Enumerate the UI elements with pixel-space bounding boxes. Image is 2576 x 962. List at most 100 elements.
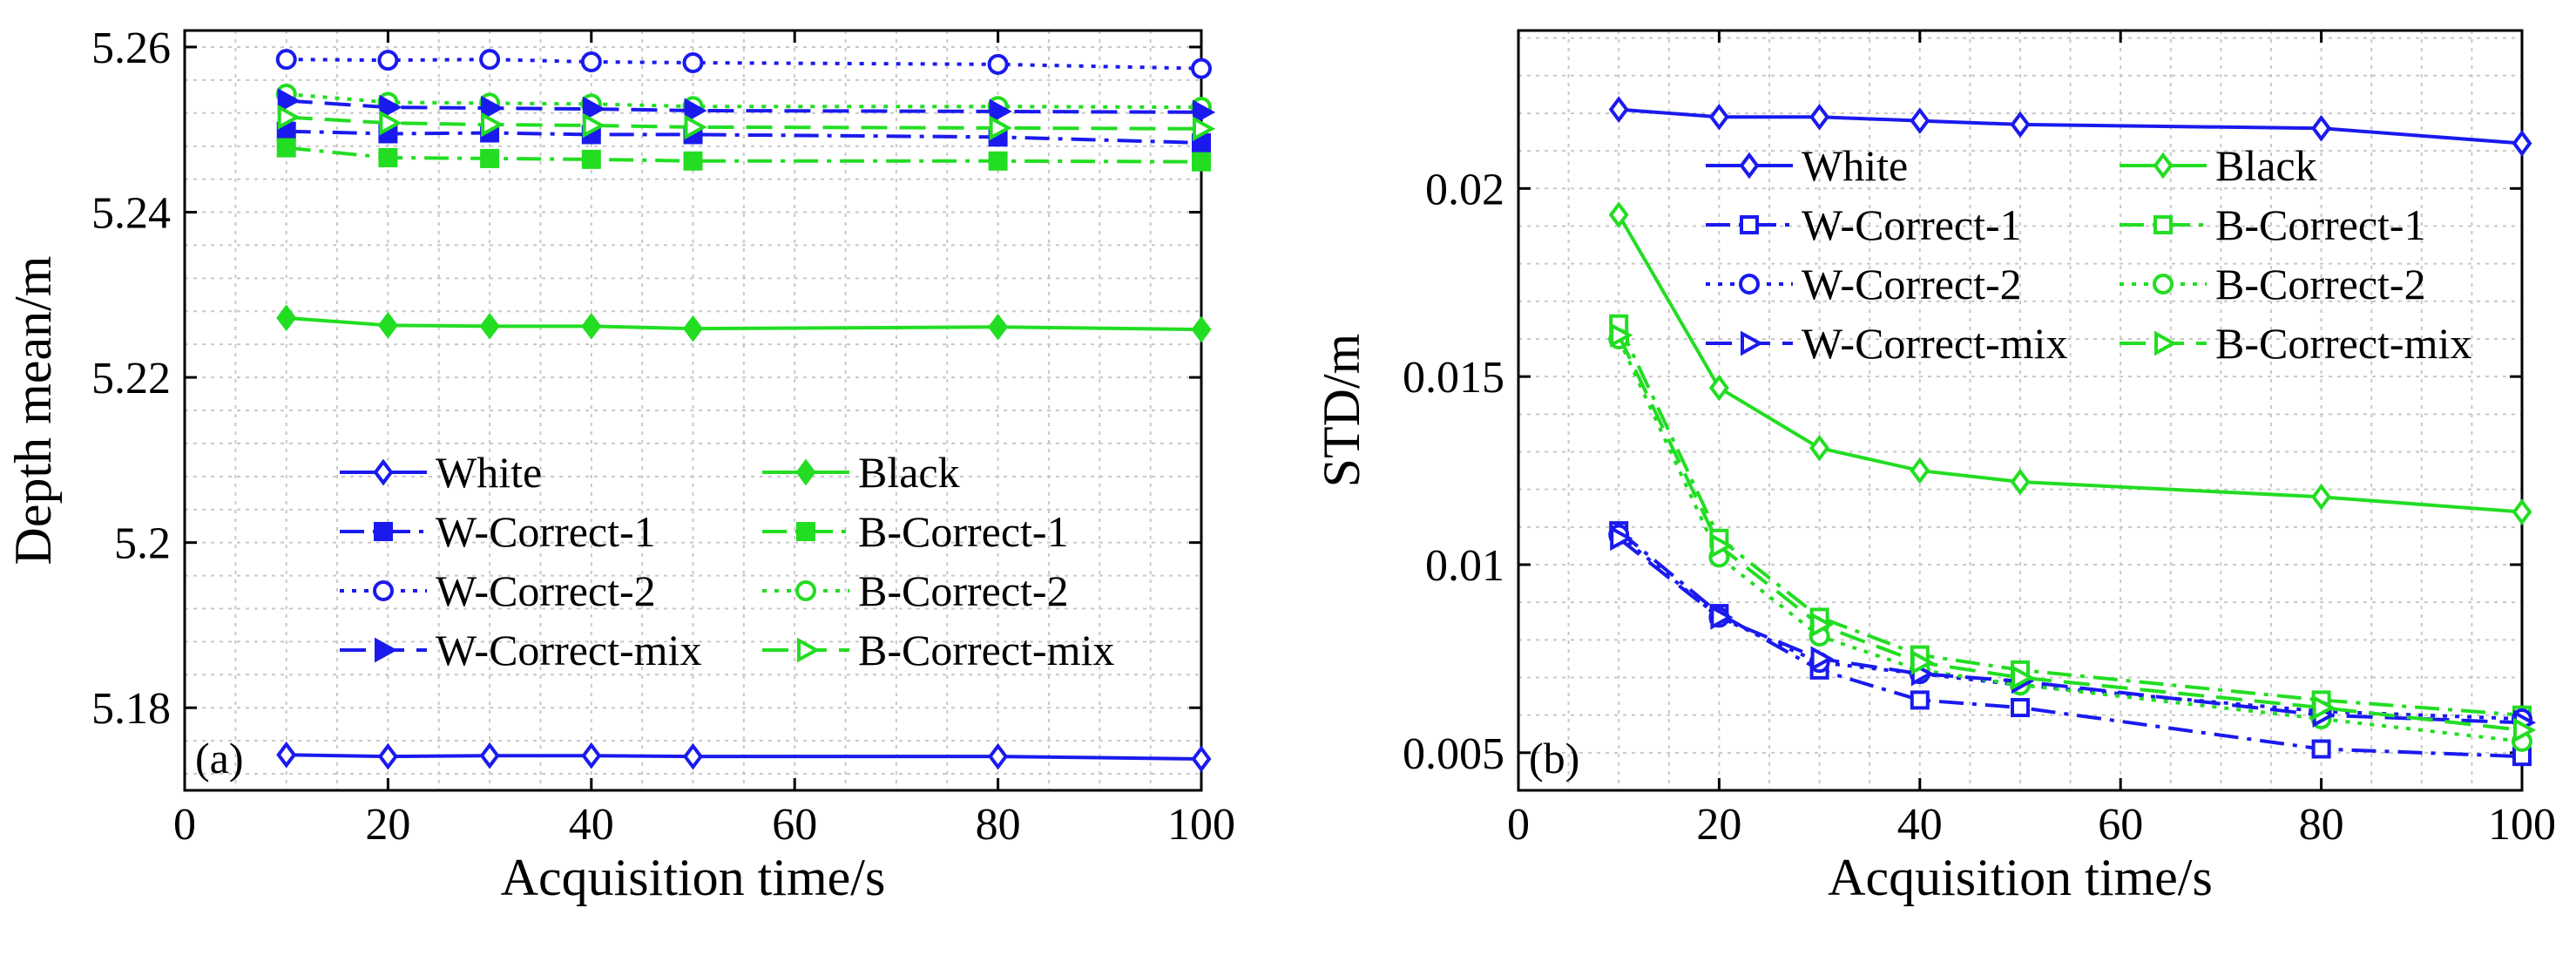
legend-item-w-correct-2: W-Correct-2: [1706, 260, 2022, 308]
y-tick-label: 5.18: [91, 684, 171, 734]
legend-label: Black: [2215, 141, 2317, 190]
legend-marker: [795, 580, 816, 601]
data-point-w-correct-2: [377, 50, 399, 71]
data-point-white: [988, 742, 1009, 770]
y-tick-label: 0.02: [1425, 165, 1504, 214]
data-point-w-correct-mix: [379, 94, 402, 120]
data-point-b-correct-mix: [2513, 717, 2537, 743]
legend-marker: [796, 522, 815, 541]
data-point-w-correct-2: [682, 51, 704, 73]
data-point-b-correct-mix: [1710, 533, 1734, 559]
legend-marker: [1741, 330, 1764, 356]
data-point-b-correct-mix: [277, 105, 301, 130]
panel-b-std-chart: 0 20 40 60 80 100 0.005 0.01 0.015 0.02 Acquisitio…: [1313, 29, 2556, 906]
data-point-b-correct-mix: [1910, 649, 1934, 675]
series-white: [276, 741, 1212, 773]
legend-label: Black: [858, 448, 960, 497]
data-point-w-correct-mix: [481, 95, 504, 121]
legend-marker: [2154, 330, 2178, 356]
y-tick-label: 0.01: [1425, 541, 1504, 591]
legend-marker: [374, 522, 393, 541]
legend-label: B-Correct-2: [858, 566, 1069, 615]
data-point-black: [581, 312, 602, 340]
series-black: [1608, 201, 2532, 525]
data-point-white: [479, 742, 500, 769]
axes-frame: [183, 29, 1203, 792]
y-axis-label: STD/m: [1313, 334, 1370, 488]
data-point-b-correct-mix: [582, 112, 605, 139]
data-point-black: [1809, 434, 1830, 462]
series-black: [276, 304, 1212, 343]
data-point-w-correct-2: [479, 49, 501, 71]
data-point-b-correct-1: [988, 151, 1008, 171]
legend-item-white: White: [340, 448, 542, 497]
legend-item-w-correct-1: W-Correct-1: [1706, 200, 2022, 249]
legend-label: White: [436, 448, 542, 497]
data-point-black: [377, 312, 398, 339]
data-point-b-correct-mix: [2011, 665, 2035, 690]
data-point-b-correct-1: [276, 138, 296, 158]
legend-marker: [797, 637, 821, 663]
data-point-w-correct-1: [2311, 739, 2331, 759]
data-point-w-correct-mix: [277, 88, 301, 113]
data-point-w-correct-mix: [1193, 99, 1216, 125]
legend: White Black W-Correct-1 B-Correct-1 W-Correc…: [1706, 141, 2471, 368]
data-point-b-correct-1: [378, 147, 398, 167]
data-point-w-correct-2: [275, 49, 297, 71]
legend-label: W-Correct-mix: [1802, 319, 2067, 368]
legend-item-b-correct-2: B-Correct-2: [762, 566, 1069, 615]
data-point-w-correct-1: [1910, 690, 1930, 710]
data-point-white: [276, 741, 297, 769]
legend-label: W-Correct-2: [1802, 260, 2022, 308]
series-b-correct-mix: [1610, 322, 2537, 743]
y-tick-label: 0.015: [1403, 353, 1504, 403]
data-point-white: [377, 742, 398, 770]
legend-label: White: [1802, 141, 1908, 190]
series-b-correct-mix: [277, 105, 1216, 142]
data-point-black: [2010, 468, 2031, 496]
data-point-b-correct-1: [480, 148, 500, 168]
x-tick-label: 40: [1897, 800, 1943, 850]
legend-marker: [373, 458, 394, 486]
data-point-b-correct-mix: [379, 110, 402, 136]
legend-item-black: Black: [762, 448, 960, 497]
legend: White Black W-Correct-1 B-Correct-1 W-Correc…: [340, 448, 1114, 674]
x-tick-label: 60: [2098, 800, 2143, 850]
x-tick-label: 20: [1696, 800, 1741, 850]
legend-marker: [375, 637, 398, 663]
x-tick-label: 80: [2299, 800, 2344, 850]
legend-label: B-Correct-mix: [2215, 319, 2471, 368]
legend-label: W-Correct-2: [436, 566, 656, 615]
data-point-black: [1191, 315, 1212, 343]
legend-marker: [795, 458, 816, 486]
data-point-black: [2311, 483, 2332, 511]
data-point-white: [683, 742, 703, 770]
legend-item-white: White: [1706, 141, 1908, 190]
x-tick-label: 20: [365, 800, 410, 850]
data-point-black: [1910, 457, 1930, 484]
x-tick-label: 80: [976, 800, 1021, 850]
legend-label: B-Correct-1: [2215, 200, 2426, 249]
data-point-white: [581, 742, 602, 769]
legend-marker: [2153, 152, 2174, 180]
data-point-black: [988, 313, 1009, 341]
legend-item-b-correct-mix: B-Correct-mix: [762, 626, 1114, 674]
series-w-correct-mix: [277, 88, 1216, 125]
legend-item-b-correct-mix: B-Correct-mix: [2120, 319, 2471, 368]
data-point-white: [2512, 130, 2532, 157]
x-tick-label: 100: [1167, 800, 1235, 850]
legend-marker: [1739, 152, 1760, 180]
data-point-b-correct-mix: [1193, 116, 1216, 142]
x-tick-label: 0: [1507, 800, 1530, 850]
legend-marker: [2153, 215, 2173, 234]
legend-label: B-Correct-mix: [858, 626, 1114, 674]
legend-item-w-correct-mix: W-Correct-mix: [1706, 319, 2067, 368]
data-point-w-correct-2: [580, 51, 602, 73]
data-point-black: [479, 312, 500, 340]
x-axis-label: Acquisition time/s: [501, 849, 886, 906]
data-point-w-correct-2: [987, 53, 1009, 75]
panel-a-depth-mean-chart: 0 20 40 60 80 100 5.18 5.2 5.22 5.24 5.26 Acquisiti…: [4, 24, 1235, 906]
x-tick-label: 40: [569, 800, 614, 850]
data-point-w-correct-mix: [582, 96, 605, 122]
